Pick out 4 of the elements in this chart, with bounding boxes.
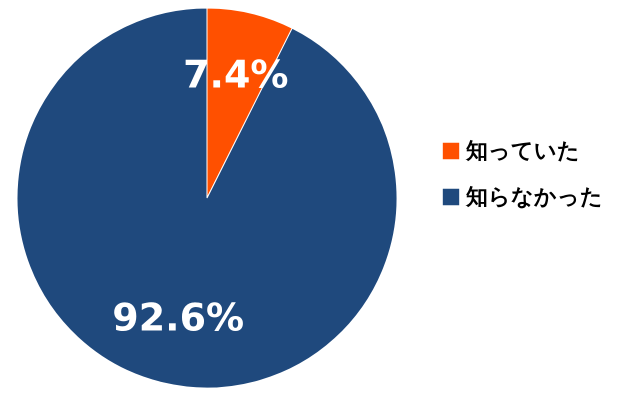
- data-label: 92.6%: [112, 296, 244, 340]
- pie-slice: [16, 8, 398, 388]
- legend-label: 知っていた: [465, 139, 580, 164]
- legend-label: 知らなかった: [465, 185, 603, 210]
